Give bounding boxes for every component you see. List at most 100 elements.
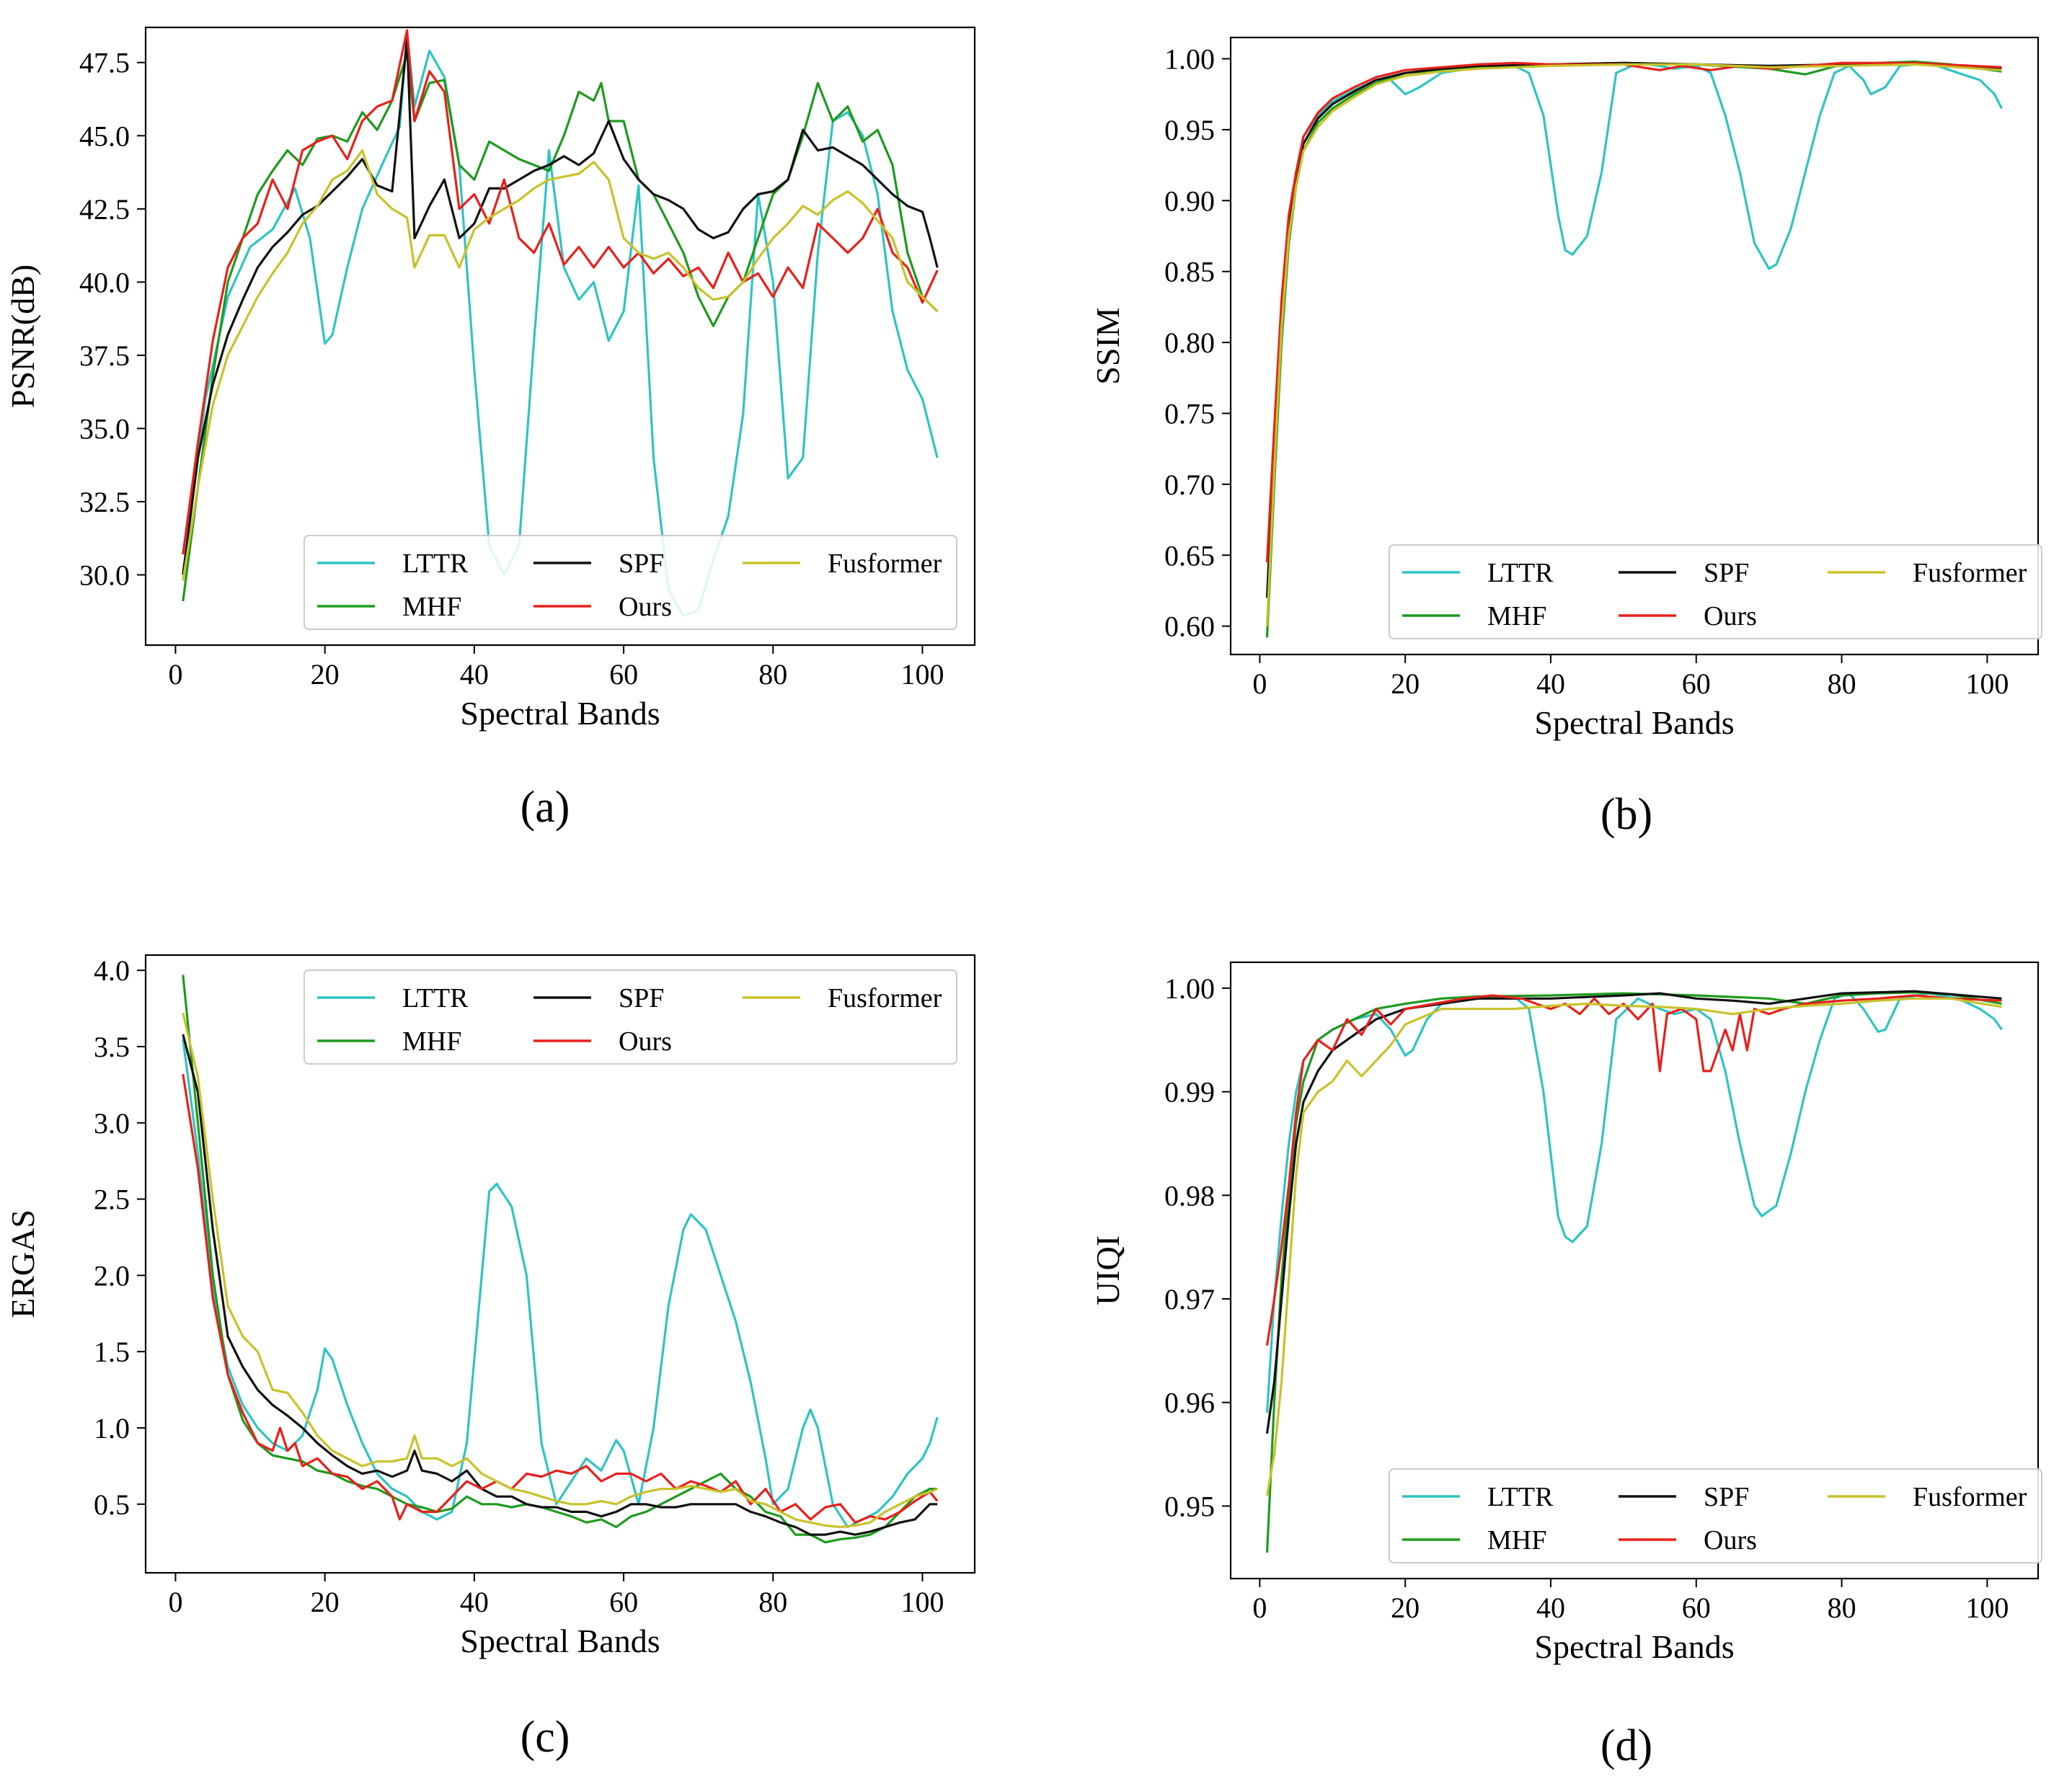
legend: LTTR SPF Fusformer MHF Ours: [1389, 544, 2042, 639]
x-tick-label: 100: [900, 658, 944, 691]
legend-label-ours: Ours: [619, 592, 672, 622]
series-line-mhf: [182, 975, 938, 1544]
x-tick-label: 60: [609, 658, 638, 691]
x-axis-label: Spectral Bands: [1534, 1628, 1734, 1665]
x-tick-label: 100: [1965, 667, 2009, 700]
legend-label-spf: SPF: [1704, 1482, 1749, 1512]
legend-label-lttr: LTTR: [1487, 558, 1554, 588]
legend-label-ours: Ours: [619, 1026, 672, 1057]
x-tick-label: 60: [1682, 1592, 1711, 1624]
x-tick-label: 80: [1828, 667, 1856, 700]
series-line-fusformer: [182, 1013, 938, 1529]
x-tick-label: 100: [1965, 1592, 2009, 1624]
y-tick-label: 4.0: [94, 954, 130, 987]
x-tick-label: 0: [168, 658, 182, 691]
legend-label-mhf: MHF: [402, 1026, 461, 1057]
series-group: [182, 975, 939, 1544]
x-tick-label: 20: [311, 1586, 340, 1618]
y-tick-label: 0.5: [94, 1488, 130, 1521]
y-tick-label: 0.95: [1164, 1490, 1215, 1522]
y-tick-label: 0.85: [1164, 256, 1215, 288]
y-tick-label: 0.90: [1164, 185, 1215, 217]
legend-label-ours: Ours: [1704, 1525, 1757, 1556]
legend-label-ours: Ours: [1704, 601, 1757, 631]
y-tick-label: 0.96: [1164, 1387, 1215, 1419]
x-tick-label: 20: [311, 658, 340, 691]
legend: LTTR SPF Fusformer MHF Ours: [1389, 1468, 2042, 1563]
series-line-lttr: [182, 1039, 939, 1529]
series-line-mhf: [182, 53, 939, 602]
series-group: [1265, 990, 2003, 1553]
panel-label: (c): [521, 1713, 570, 1762]
series-line-lttr: [1265, 61, 2003, 598]
x-tick-label: 40: [460, 658, 489, 691]
x-tick-label: 40: [1536, 1592, 1565, 1624]
x-tick-label: 60: [609, 1586, 638, 1618]
y-tick-label: 35.0: [79, 412, 130, 445]
x-tick-label: 80: [758, 658, 787, 691]
y-tick-label: 1.00: [1164, 43, 1215, 76]
legend-label-lttr: LTTR: [402, 549, 469, 579]
legend-label-lttr: LTTR: [402, 983, 469, 1013]
x-tick-label: 0: [168, 1586, 182, 1618]
legend-label-spf: SPF: [1704, 558, 1749, 588]
series-line-ours: [182, 1073, 939, 1524]
legend: LTTR SPF Fusformer MHF Ours: [304, 969, 957, 1065]
y-axis-label: UIQI: [1089, 1235, 1126, 1305]
series-line-fusformer: [1265, 63, 2002, 626]
legend-label-spf: SPF: [619, 549, 664, 579]
x-tick-label: 20: [1391, 1592, 1420, 1624]
x-axis-label: Spectral Bands: [460, 1623, 660, 1659]
y-tick-label: 0.98: [1164, 1179, 1215, 1212]
x-tick-label: 40: [460, 1586, 489, 1618]
series-group: [182, 29, 939, 617]
series-line-fusformer: [1265, 997, 2002, 1496]
legend-label-fusformer: Fusformer: [828, 983, 942, 1013]
series-line-spf: [182, 1034, 938, 1536]
y-axis-label: PSNR(dB): [4, 265, 41, 408]
y-tick-label: 2.5: [94, 1184, 130, 1216]
plot-frame: [1229, 36, 2040, 656]
x-tick-label: 0: [1252, 667, 1267, 700]
series-line-ours: [1265, 994, 2002, 1346]
x-tick-label: 80: [1828, 1592, 1856, 1624]
legend-box: [304, 535, 957, 630]
y-tick-label: 3.0: [94, 1107, 130, 1140]
legend-label-mhf: MHF: [402, 592, 461, 622]
chart-panel-3: 0 20 40 60 80 100 0.5 1.0 1.5 2.0 2.5 3.0 3.5 4.0 Spec…: [4, 954, 976, 1762]
series-line-fusformer: [182, 149, 939, 581]
panel-label: (d): [1601, 1721, 1652, 1770]
chart-panel-2: 0 20 40 60 80 100 0.60 0.65 0.70 0.75 0.80 0.85 0.90…: [1089, 36, 2042, 839]
plot-frame: [144, 26, 976, 647]
series-line-spf: [182, 37, 939, 575]
x-tick-label: 60: [1682, 667, 1711, 700]
y-tick-label: 1.0: [94, 1412, 130, 1444]
y-tick-label: 3.5: [94, 1031, 130, 1063]
series-line-ours: [1265, 61, 2002, 563]
y-tick-label: 47.5: [79, 47, 130, 79]
legend-box: [1389, 1468, 2042, 1563]
panel-label: (b): [1601, 790, 1652, 839]
series-line-spf: [1265, 990, 2002, 1434]
series-group: [1265, 60, 2003, 638]
y-tick-label: 0.99: [1164, 1076, 1215, 1109]
y-tick-label: 1.00: [1164, 972, 1215, 1005]
x-axis-label: Spectral Bands: [1534, 704, 1734, 741]
legend-label-mhf: MHF: [1487, 601, 1546, 631]
legend-box: [304, 969, 957, 1065]
legend-label-spf: SPF: [619, 983, 664, 1013]
y-tick-label: 0.95: [1164, 114, 1215, 146]
x-tick-label: 0: [1252, 1592, 1267, 1624]
plot-frame: [1229, 961, 2040, 1580]
series-line-lttr: [182, 32, 939, 617]
y-tick-label: 42.5: [79, 193, 130, 226]
y-tick-label: 45.0: [79, 120, 130, 152]
y-tick-label: 0.97: [1164, 1283, 1215, 1315]
y-tick-label: 0.70: [1164, 469, 1215, 501]
legend-label-fusformer: Fusformer: [1913, 558, 2027, 588]
panel-label: (a): [521, 783, 570, 832]
y-tick-label: 2.0: [94, 1259, 130, 1292]
x-tick-label: 80: [758, 1586, 787, 1618]
chart-panel-4: 0 20 40 60 80 100 0.95 0.96 0.97 0.98 0.99 1.00 Spec…: [1089, 961, 2042, 1770]
y-axis-label: ERGAS: [4, 1210, 41, 1318]
